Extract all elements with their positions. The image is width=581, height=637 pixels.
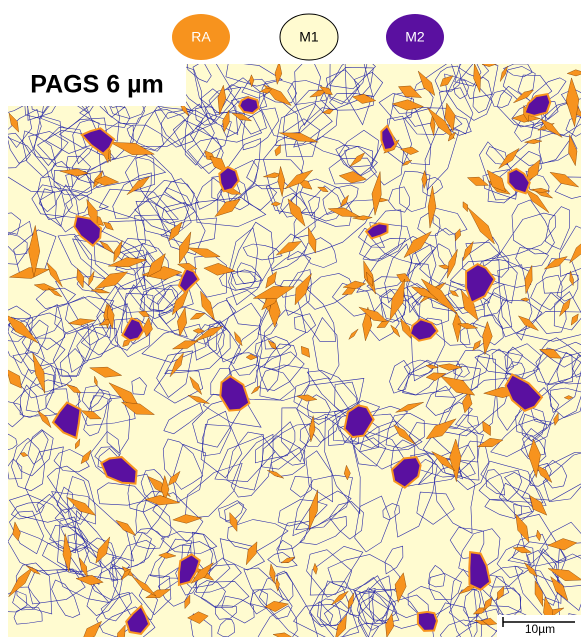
legend-label: RA: [191, 29, 211, 45]
legend: RA M1 M2: [172, 14, 444, 60]
title: PAGS 6 µm: [30, 71, 163, 99]
m2-phase: [239, 97, 259, 113]
scale-label: 10µm: [525, 622, 555, 636]
page: RAM1M2 PAGS 6 µm 10µm (() => { const dat…: [0, 0, 581, 637]
phase-map: [8, 64, 581, 637]
legend-label: M1: [299, 29, 319, 45]
legend-label: M2: [405, 29, 425, 45]
m2-phase: [418, 612, 437, 631]
figure: RA M1 M2 PAGS 6 µm 10µm: [0, 0, 581, 637]
